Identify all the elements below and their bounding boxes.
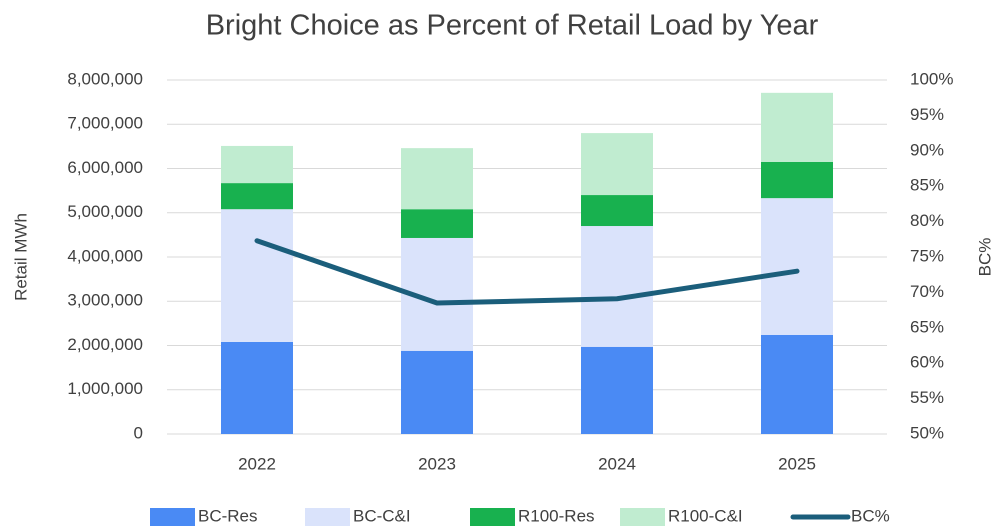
x-tick-label: 2024: [598, 454, 636, 473]
legend-swatch: [305, 508, 350, 526]
y-tick-label: 7,000,000: [67, 114, 143, 133]
y2-tick-label: 100%: [910, 69, 953, 88]
x-tick-label: 2023: [418, 454, 456, 473]
legend-swatch: [620, 508, 665, 526]
line: [254, 238, 800, 306]
y2-tick-label: 60%: [910, 353, 944, 372]
bar-segment: [581, 195, 653, 227]
y-tick-label: 6,000,000: [67, 158, 143, 177]
y2-tick-label: 90%: [910, 140, 944, 159]
y2-tick-label: 65%: [910, 317, 944, 336]
legend-label: BC-Res: [198, 506, 258, 525]
bar-segment: [581, 346, 653, 434]
y2-tick-label: 50%: [910, 423, 944, 442]
bar-segment: [581, 226, 653, 347]
y-tick-label: 4,000,000: [67, 246, 143, 265]
y-tick-label: 3,000,000: [67, 291, 143, 310]
y-tick-label: 2,000,000: [67, 335, 143, 354]
y2-tick-label: 80%: [910, 211, 944, 230]
y2-tick-label: 75%: [910, 246, 944, 265]
y2-tick-label: 95%: [910, 105, 944, 124]
legend-label: BC%: [851, 506, 890, 525]
bar-segment: [221, 341, 293, 434]
bar-segment: [221, 145, 293, 184]
legend-label: R100-C&I: [668, 506, 743, 525]
y-axis-title: Retail MWh: [11, 213, 30, 301]
y2-tick-label: 85%: [910, 176, 944, 195]
y-tick-label: 1,000,000: [67, 379, 143, 398]
legend-swatch: [150, 508, 195, 526]
bar-segment: [581, 133, 653, 196]
y-tick-label: 8,000,000: [67, 69, 143, 88]
y2-tick-label: 55%: [910, 388, 944, 407]
bar-segment: [761, 92, 833, 162]
bar-segment: [401, 350, 473, 434]
legend-label: R100-Res: [518, 506, 595, 525]
legend-swatch: [470, 508, 515, 526]
bar-segment: [761, 198, 833, 335]
bar-segment: [401, 209, 473, 238]
y2-axis-title: BC%: [975, 238, 994, 277]
x-tick-label: 2022: [238, 454, 276, 473]
bar-segment: [221, 209, 293, 342]
chart-title: Bright Choice as Percent of Retail Load …: [206, 10, 819, 42]
y2-tick-label: 70%: [910, 282, 944, 301]
bar-segment: [761, 334, 833, 434]
legend-label: BC-C&I: [353, 506, 411, 525]
y-tick-label: 0: [134, 423, 143, 442]
y-tick-label: 5,000,000: [67, 202, 143, 221]
bar-segment: [221, 183, 293, 210]
x-tick-label: 2025: [778, 454, 816, 473]
bar-segment: [761, 161, 833, 199]
bar-segment: [401, 148, 473, 210]
